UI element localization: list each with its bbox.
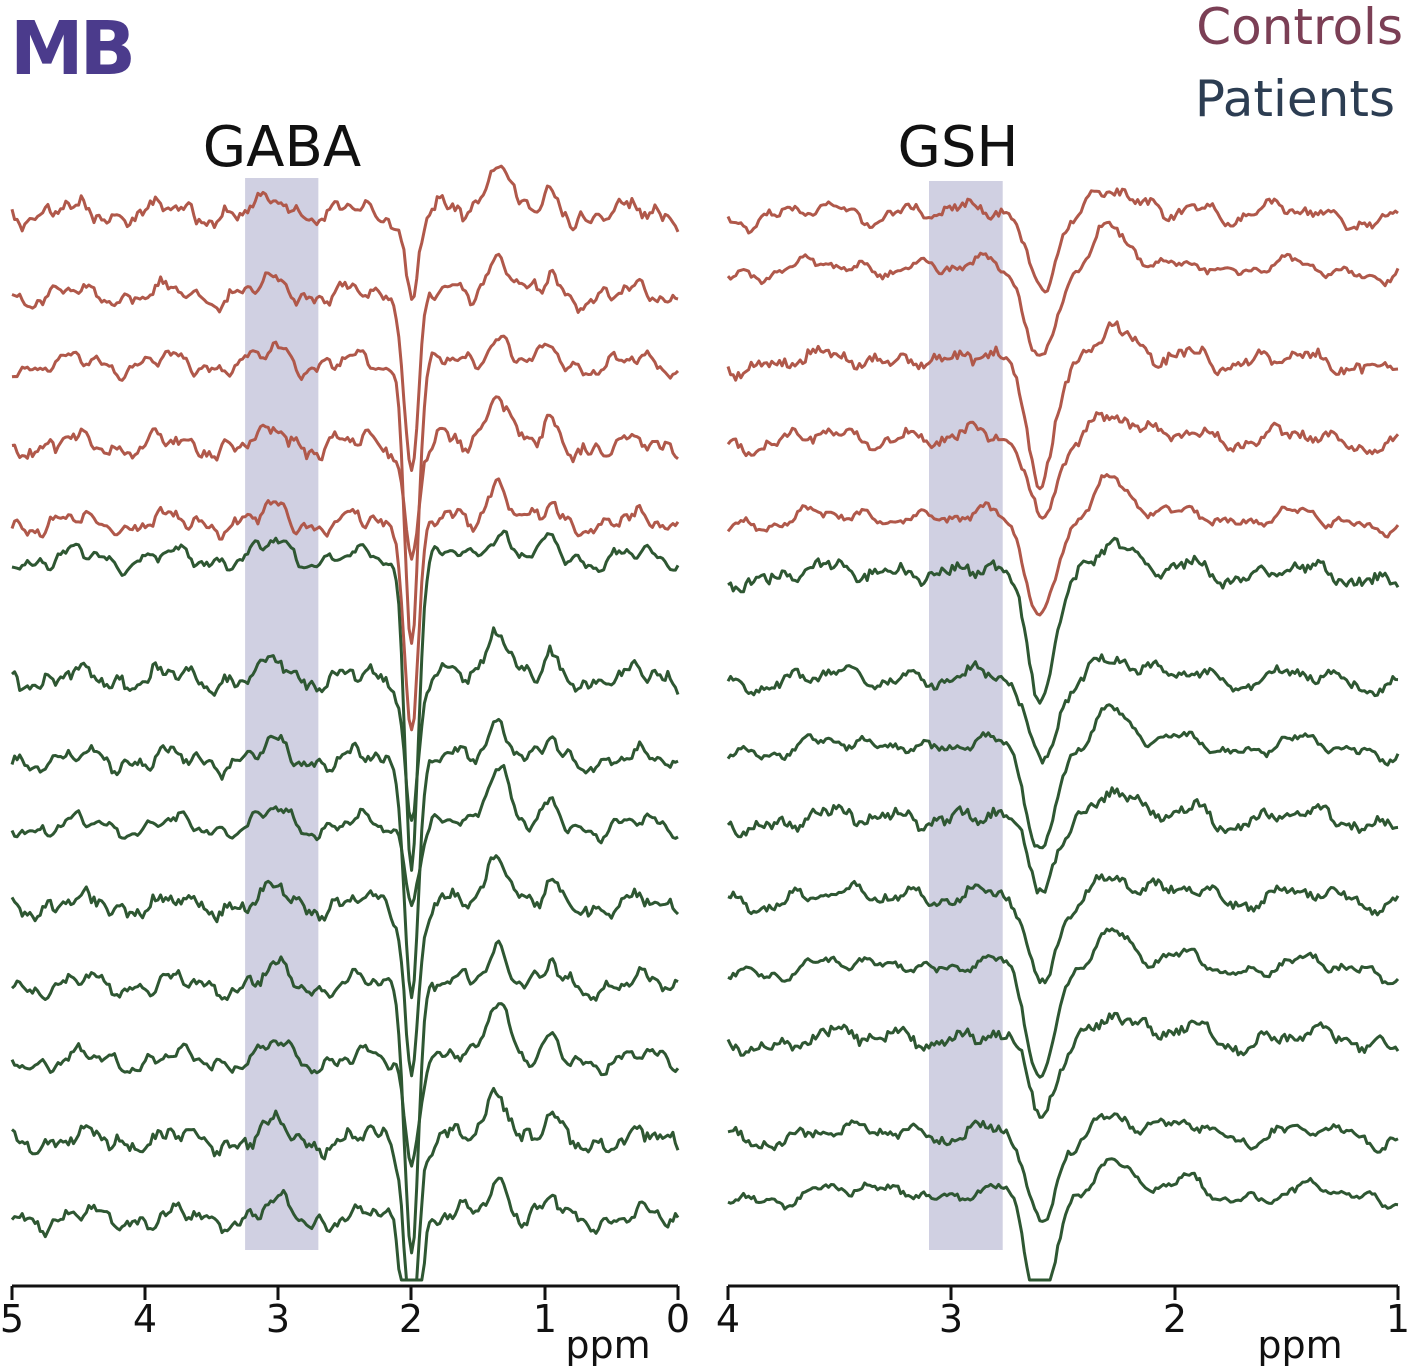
patient-spectrum-line xyxy=(10,1176,680,1282)
gsh-title: GSH xyxy=(897,115,1018,180)
patient-spectrum-line xyxy=(727,1112,1399,1223)
control-spectrum-line xyxy=(726,220,1400,357)
panel-label: MB xyxy=(10,6,136,92)
patient-spectrum-line xyxy=(10,939,679,1255)
patient-spectrum-line xyxy=(11,626,680,822)
patient-spectrum-line xyxy=(727,1157,1399,1282)
patient-spectrum-line xyxy=(10,854,680,1078)
patient-spectrum-line xyxy=(726,653,1399,765)
gaba-title: GABA xyxy=(203,115,361,180)
control-spectrum-line xyxy=(726,187,1399,294)
control-spectrum-line xyxy=(726,320,1399,491)
control-spectrum-line xyxy=(10,477,680,732)
x-tick-label: 4 xyxy=(716,1297,740,1341)
x-tick-label: 4 xyxy=(133,1297,157,1341)
control-spectrum-line xyxy=(11,395,679,561)
patient-spectrum-line xyxy=(10,1002,680,1168)
patient-spectrum-line xyxy=(726,703,1400,850)
patient-spectrum-line xyxy=(11,529,680,872)
gaba-x-ticks: 5 4 3 2 1 0 xyxy=(0,1286,690,1341)
control-spectrum-line xyxy=(726,411,1400,520)
x-tick-label: 1 xyxy=(1386,1297,1410,1341)
control-spectrum-line xyxy=(10,164,680,301)
gaba-traces xyxy=(10,164,680,1282)
control-spectrum-line xyxy=(11,252,679,472)
patient-spectrum-line xyxy=(727,873,1400,985)
gaba-panel: GABA 5 4 3 2 1 0 ppm xyxy=(0,115,690,1367)
gsh-x-ticks: 4 3 2 1 xyxy=(716,1286,1410,1341)
x-tick-label: 2 xyxy=(1163,1297,1187,1341)
x-tick-label: 5 xyxy=(0,1297,24,1341)
patient-spectrum-line xyxy=(10,717,679,1000)
x-tick-label: 0 xyxy=(666,1297,690,1341)
patient-spectrum-line xyxy=(727,927,1400,1079)
gaba-highlight-band xyxy=(245,178,319,1250)
legend-controls: Controls xyxy=(1196,0,1403,56)
control-spectrum-line xyxy=(11,334,680,645)
patient-spectrum-line xyxy=(726,1011,1400,1119)
x-tick-label: 3 xyxy=(266,1297,290,1341)
gsh-highlight-band xyxy=(929,181,1003,1250)
x-tick-label: 3 xyxy=(939,1297,963,1341)
patient-spectrum-line xyxy=(10,764,679,908)
x-tick-label: 2 xyxy=(399,1297,423,1341)
patient-spectrum-line xyxy=(727,536,1400,705)
x-tick-label: 1 xyxy=(533,1297,557,1341)
patient-spectrum-line xyxy=(726,786,1399,895)
legend-patients: Patients xyxy=(1194,70,1395,128)
gsh-traces xyxy=(726,187,1400,1282)
gsh-x-axis-label: ppm xyxy=(1257,1323,1342,1367)
control-spectrum-line xyxy=(726,473,1400,617)
gaba-x-axis-label: ppm xyxy=(565,1323,650,1367)
patient-spectrum-line xyxy=(11,1086,680,1282)
gsh-panel: GSH 4 3 2 1 ppm xyxy=(716,115,1410,1367)
